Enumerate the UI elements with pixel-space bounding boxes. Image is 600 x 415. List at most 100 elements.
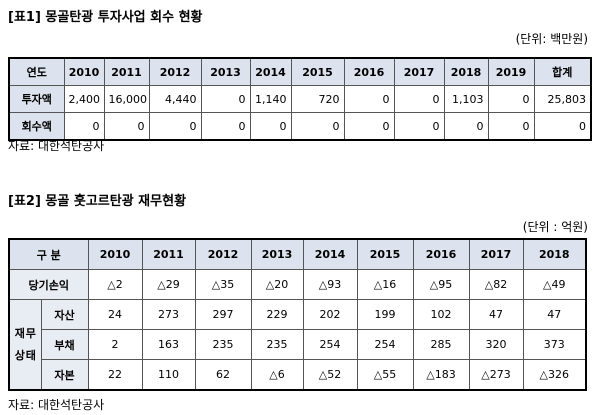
table-row: 자본 22 110 62 △6 △52 △55 △183 △273 △326 [9,359,587,391]
value-cell: 229 [250,299,304,330]
value-cell: 0 [63,112,105,141]
value-cell: △55 [356,359,414,391]
value-cell: 0 [343,112,395,141]
header-cell: 2011 [141,238,196,270]
value-cell: 47 [522,299,587,330]
value-cell: 47 [468,299,524,330]
header-cell: 2016 [412,238,470,270]
table1-unit: (단위: 백만원) [515,32,588,46]
row-label: 자본 [40,359,89,391]
table-row: 투자액 2,400 16,000 4,440 0 1,140 720 0 0 1,103 0 25,8… [8,85,592,113]
value-cell: 235 [250,329,304,360]
value-cell: 0 [443,112,489,141]
value-cell: 0 [200,112,251,141]
header-cell: 구 분 [8,238,89,270]
value-cell: △95 [412,269,470,300]
table-row: 회수액 0 0 0 0 0 0 0 0 0 0 0 [8,112,592,141]
value-cell: △273 [468,359,524,391]
header-cell: 2013 [250,238,304,270]
header-cell: 2014 [249,57,292,86]
table2: 구 분 2010 2011 2012 2013 2014 2015 2016 2017 2018 당… [8,238,588,391]
header-cell: 2019 [487,57,535,86]
header-cell: 2015 [290,57,345,86]
value-cell: 4,440 [148,85,202,113]
row-label: 부채 [40,329,89,360]
value-cell: △16 [356,269,414,300]
value-cell: 235 [194,329,252,360]
row-label: 투자액 [8,85,65,113]
value-cell: 0 [148,112,202,141]
value-cell: 0 [290,112,345,141]
value-cell: △20 [250,269,304,300]
table-row: 당기손익 △2 △29 △35 △20 △93 △16 △95 △82 △49 [8,269,587,300]
header-cell: 2012 [148,57,202,86]
header-cell: 합계 [533,57,592,86]
value-cell: △93 [302,269,358,300]
value-cell: 0 [343,85,395,113]
value-cell: 0 [249,112,292,141]
header-cell: 2015 [356,238,414,270]
value-cell: △82 [468,269,524,300]
value-cell: △49 [522,269,587,300]
table2-title: [표2] 몽골 훗고르탄광 재무현황 [8,194,187,209]
value-cell: 285 [412,329,470,360]
header-cell: 2013 [200,57,251,86]
value-cell: 0 [393,112,445,141]
table1: 연도 2010 2011 2012 2013 2014 2015 2016 2017 2018 20… [8,57,592,141]
value-cell: 110 [141,359,196,391]
header-cell: 2011 [103,57,150,86]
value-cell: △29 [141,269,196,300]
value-cell: △6 [250,359,304,391]
value-cell: △52 [302,359,358,391]
header-cell: 2017 [468,238,524,270]
table-row: 재무상태 자산 24 273 297 229 202 199 102 47 47 [8,299,587,391]
value-cell: 25,803 [533,85,592,113]
header-cell: 2012 [194,238,252,270]
header-cell: 2010 [63,57,105,86]
row-label: 당기손익 [8,269,89,300]
header-cell: 연도 [8,57,65,86]
header-cell: 2018 [522,238,587,270]
row-label: 자산 [40,299,89,330]
value-cell: 254 [302,329,358,360]
value-cell: 202 [302,299,358,330]
header-cell: 2010 [87,238,143,270]
table2-unit: (단위 : 억원) [522,220,588,234]
table-row: 부채 2 163 235 235 254 254 285 320 373 [9,329,587,360]
value-cell: 320 [468,329,524,360]
value-cell: 1,140 [249,85,292,113]
value-cell: 0 [200,85,251,113]
value-cell: 62 [194,359,252,391]
table2-source: 자료: 대한석탄공사 [8,398,105,412]
row-label: 회수액 [8,112,65,141]
value-cell: 0 [103,112,150,141]
header-cell: 2016 [343,57,395,86]
value-cell: 273 [141,299,196,330]
value-cell: 2 [87,329,143,360]
table1-title: [표1] 몽골탄광 투자사업 회수 현황 [8,10,203,25]
value-cell: 163 [141,329,196,360]
value-cell: 373 [522,329,587,360]
value-cell: 199 [356,299,414,330]
value-cell: △183 [412,359,470,391]
value-cell: 254 [356,329,414,360]
value-cell: 0 [487,112,535,141]
value-cell: 102 [412,299,470,330]
value-cell: △326 [522,359,587,391]
table-row: 구 분 2010 2011 2012 2013 2014 2015 2016 2017 2018 [8,238,587,270]
value-cell: 297 [194,299,252,330]
table-row: 연도 2010 2011 2012 2013 2014 2015 2016 2017 2018 20… [8,57,592,86]
value-cell: 16,000 [103,85,150,113]
value-cell: 720 [290,85,345,113]
value-cell: 2,400 [63,85,105,113]
header-cell: 2018 [443,57,489,86]
value-cell: 24 [87,299,143,330]
value-cell: 0 [393,85,445,113]
value-cell: 22 [87,359,143,391]
value-cell: 1,103 [443,85,489,113]
header-cell: 2014 [302,238,358,270]
group-label: 재무상태 [8,299,42,391]
value-cell: 0 [487,85,535,113]
header-cell: 2017 [393,57,445,86]
